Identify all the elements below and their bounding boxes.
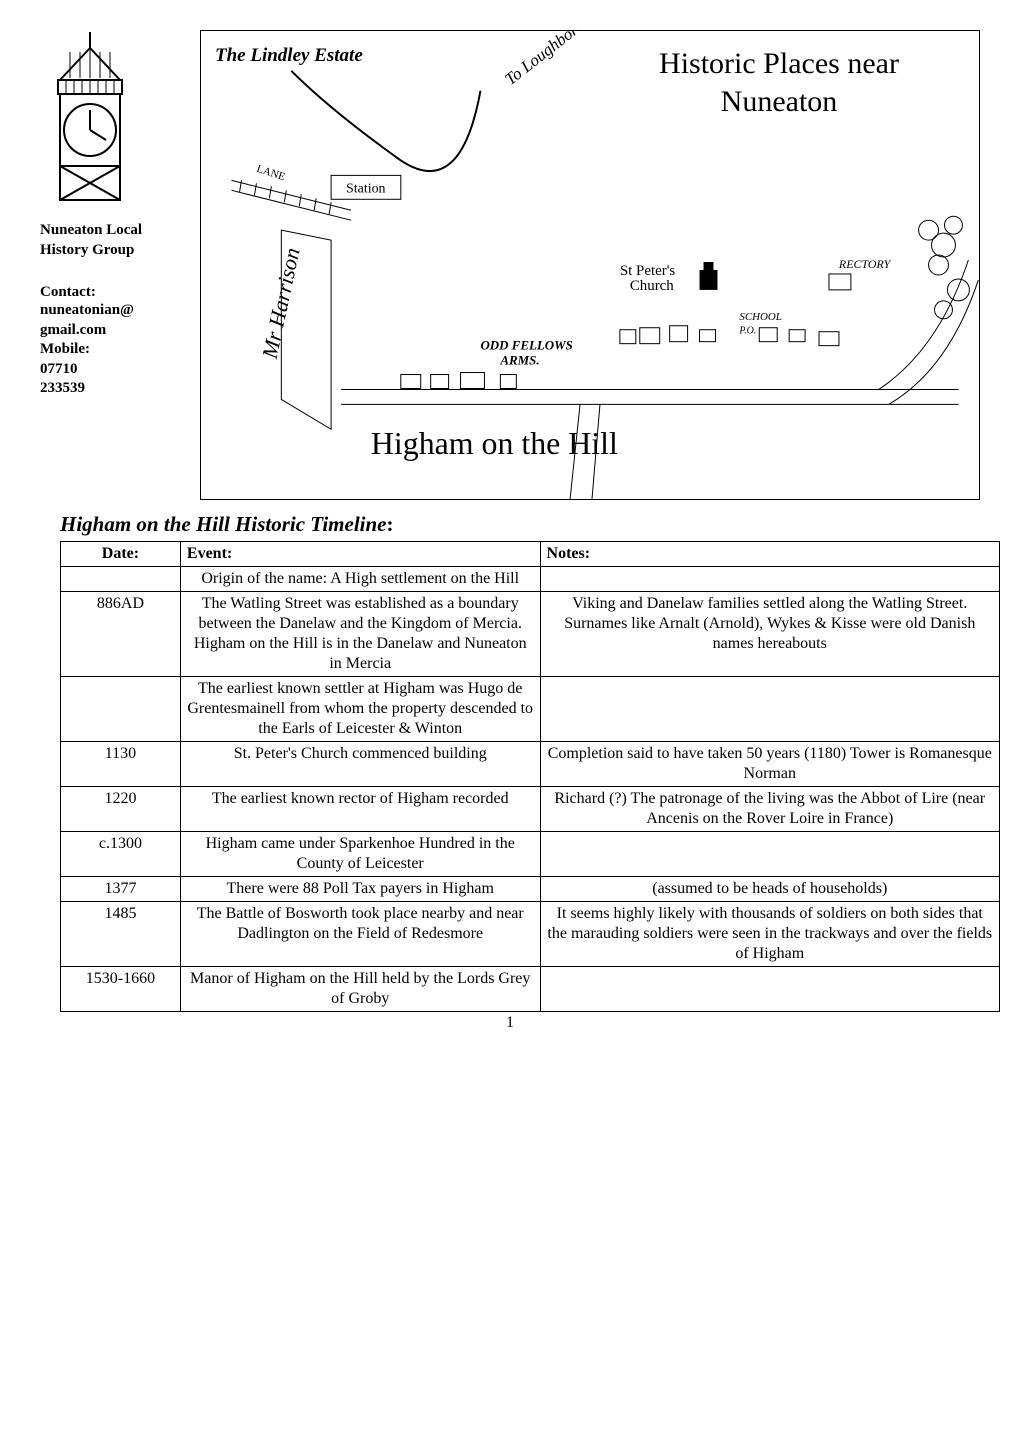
header-date: Date: bbox=[61, 542, 181, 567]
cell-date: 1377 bbox=[61, 877, 181, 902]
clock-tower-logo bbox=[40, 30, 190, 215]
timeline-heading-colon: : bbox=[387, 512, 394, 536]
timeline-table: Date: Event: Notes: Origin of the name: … bbox=[60, 541, 1000, 1012]
contact-email-line1: nuneatonian@ bbox=[40, 301, 190, 321]
sidebar: Nuneaton Local History Group Contact: nu… bbox=[40, 30, 190, 500]
map-label-oddfellows2: ARMS. bbox=[499, 353, 539, 368]
table-row: 1485 The Battle of Bosworth took place n… bbox=[61, 902, 1000, 967]
contact-mobile-2: 233539 bbox=[40, 379, 190, 399]
table-row: c.1300 Higham came under Sparkenhoe Hund… bbox=[61, 832, 1000, 877]
map-label-higham: Higham on the Hill bbox=[371, 426, 618, 461]
cell-notes bbox=[540, 832, 999, 877]
cell-date: 1485 bbox=[61, 902, 181, 967]
cell-notes bbox=[540, 967, 999, 1012]
cell-notes bbox=[540, 567, 999, 592]
header-event: Event: bbox=[180, 542, 540, 567]
cell-date: 1220 bbox=[61, 787, 181, 832]
contact-block: Contact: nuneatonian@ gmail.com Mobile: … bbox=[40, 284, 190, 399]
org-name-line1: Nuneaton Local bbox=[40, 222, 142, 238]
org-name: Nuneaton Local History Group bbox=[40, 221, 190, 260]
map-label-po: P.O. bbox=[738, 326, 756, 337]
cell-notes: (assumed to be heads of households) bbox=[540, 877, 999, 902]
page-number: 1 bbox=[40, 1014, 980, 1032]
cell-event: The Battle of Bosworth took place nearby… bbox=[180, 902, 540, 967]
map-label-school: SCHOOL bbox=[739, 311, 782, 323]
table-row: 1130 St. Peter's Church commenced buildi… bbox=[61, 742, 1000, 787]
table-row: 1220 The earliest known rector of Higham… bbox=[61, 787, 1000, 832]
cell-event: The earliest known settler at Higham was… bbox=[180, 677, 540, 742]
table-row: 886AD The Watling Street was established… bbox=[61, 592, 1000, 677]
map-label-lane: LANE bbox=[255, 163, 287, 184]
cell-date: 1530-1660 bbox=[61, 967, 181, 1012]
table-row: The earliest known settler at Higham was… bbox=[61, 677, 1000, 742]
map-label-harrison: Mr Harrison bbox=[257, 245, 305, 361]
cell-notes: Viking and Danelaw families settled alon… bbox=[540, 592, 999, 677]
table-header-row: Date: Event: Notes: bbox=[61, 542, 1000, 567]
map-label-station: Station bbox=[346, 181, 386, 196]
table-row: 1377 There were 88 Poll Tax payers in Hi… bbox=[61, 877, 1000, 902]
table-row: 1530-1660 Manor of Higham on the Hill he… bbox=[61, 967, 1000, 1012]
cell-date bbox=[61, 677, 181, 742]
map-label-loughborough: To Loughborough bbox=[501, 31, 608, 89]
org-name-line2: History Group bbox=[40, 242, 134, 258]
cell-event: Higham came under Sparkenhoe Hundred in … bbox=[180, 832, 540, 877]
cell-date: c.1300 bbox=[61, 832, 181, 877]
cell-event: Origin of the name: A High settlement on… bbox=[180, 567, 540, 592]
cell-date: 886AD bbox=[61, 592, 181, 677]
clock-tower-icon bbox=[40, 30, 140, 210]
contact-mobile-1: 07710 bbox=[40, 360, 190, 380]
map-label-rectory: RECTORY bbox=[838, 257, 892, 271]
top-section: Nuneaton Local History Group Contact: nu… bbox=[40, 30, 980, 500]
map-label-stpeters1: St Peter's bbox=[620, 263, 676, 279]
contact-email-line2: gmail.com bbox=[40, 321, 190, 341]
timeline-heading-text: Higham on the Hill Historic Timeline bbox=[60, 512, 387, 536]
cell-notes: Richard (?) The patronage of the living … bbox=[540, 787, 999, 832]
cell-event: There were 88 Poll Tax payers in Higham bbox=[180, 877, 540, 902]
cell-date bbox=[61, 567, 181, 592]
map-label-oddfellows1: ODD FELLOWS bbox=[480, 338, 572, 353]
cell-date: 1130 bbox=[61, 742, 181, 787]
map-label-stpeters2: Church bbox=[630, 278, 674, 294]
cell-notes bbox=[540, 677, 999, 742]
cell-event: The Watling Street was established as a … bbox=[180, 592, 540, 677]
table-row: Origin of the name: A High settlement on… bbox=[61, 567, 1000, 592]
cell-event: St. Peter's Church commenced building bbox=[180, 742, 540, 787]
timeline-heading: Higham on the Hill Historic Timeline: bbox=[60, 512, 980, 537]
contact-mobile-label: Mobile: bbox=[40, 340, 190, 360]
cell-notes: Completion said to have taken 50 years (… bbox=[540, 742, 999, 787]
cell-notes: It seems highly likely with thousands of… bbox=[540, 902, 999, 967]
map-box: The Lindley Estate Historic Places near … bbox=[200, 30, 980, 500]
cell-event: The earliest known rector of Higham reco… bbox=[180, 787, 540, 832]
contact-heading: Contact: bbox=[40, 284, 190, 301]
header-notes: Notes: bbox=[540, 542, 999, 567]
cell-event: Manor of Higham on the Hill held by the … bbox=[180, 967, 540, 1012]
map-sketch: To Loughborough Station LANE Mr Harrison… bbox=[201, 31, 979, 499]
